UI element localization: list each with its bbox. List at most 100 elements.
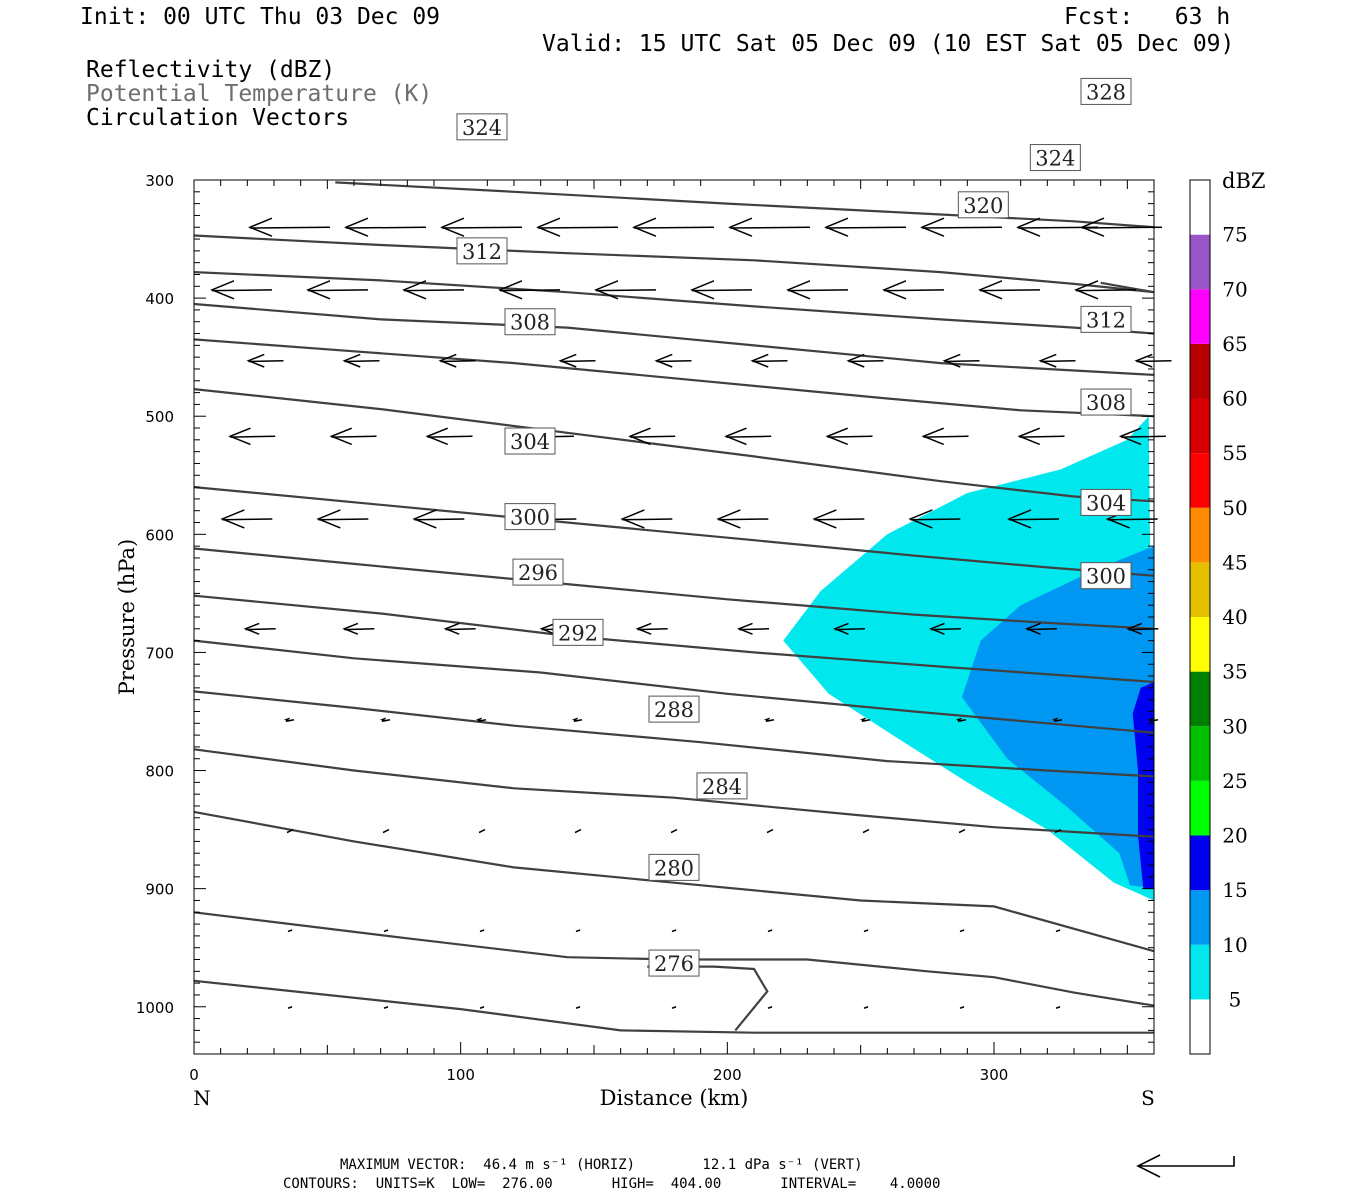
circulation-vector [287, 1006, 293, 1009]
circulation-vector [690, 280, 753, 300]
circulation-vector [342, 622, 375, 635]
vector-head [228, 427, 251, 446]
circulation-vector [316, 509, 369, 529]
vector-shaft [307, 289, 369, 292]
vector-shaft [979, 289, 1041, 292]
circulation-vector [635, 622, 668, 635]
x-tick-label: 100 [446, 1066, 475, 1084]
circulation-vector [750, 353, 788, 368]
vector-head [724, 427, 747, 446]
colorbar-segment [1190, 180, 1210, 235]
circulation-vector [1024, 622, 1058, 635]
vector-shaft [921, 226, 1003, 229]
circulation-vector [443, 622, 476, 635]
vector-shaft [427, 435, 473, 438]
vector-shaft [863, 929, 869, 933]
colorbar-segment [1190, 234, 1210, 290]
vector-shaft [1055, 929, 1061, 933]
colorbar-title: dBZ [1222, 169, 1265, 193]
y-tick-label: 300 [145, 172, 174, 190]
isentrope-label-276: 276 [654, 952, 694, 976]
isentrope-316k [193, 302, 1155, 376]
vector-shaft [230, 435, 276, 438]
y-tick-label: 600 [145, 526, 174, 544]
isentrope-label-296: 296 [518, 561, 558, 585]
isentrope-276k [193, 979, 1154, 1034]
vector-shaft [863, 1006, 869, 1009]
vector-head [846, 353, 865, 368]
colorbar-segment [1190, 726, 1210, 781]
circulation-vector [846, 353, 884, 368]
vector-head [1024, 622, 1041, 635]
circulation-vector [246, 353, 284, 368]
vector-shaft [814, 518, 865, 521]
y-tick-label: 400 [145, 290, 174, 308]
vector-head [736, 622, 753, 635]
isentrope-label-box-296 [512, 558, 564, 586]
vector-head [1038, 353, 1057, 368]
isentrope-328k [335, 181, 1155, 229]
vector-shaft [478, 828, 486, 834]
circulation-vector [379, 717, 391, 722]
x-axis-right-end: S [1141, 1086, 1155, 1110]
y-tick-label: 800 [145, 763, 174, 781]
vector-head [425, 427, 449, 446]
vector-head [620, 509, 645, 529]
vector-shaft [738, 628, 770, 631]
vector-shaft [479, 1006, 485, 1009]
circulation-vector [724, 427, 772, 446]
vector-shaft [249, 226, 331, 229]
circulation-vector [1118, 427, 1166, 446]
isentrope-label-box-312 [456, 237, 508, 265]
vector-shaft [574, 828, 582, 834]
vector-head [283, 717, 290, 722]
circulation-vector [1055, 1006, 1061, 1009]
circulation-vector [438, 353, 476, 368]
vector-head [750, 353, 769, 368]
vector-head [635, 622, 652, 635]
vector-shaft [637, 628, 668, 631]
vector-shaft [344, 359, 380, 363]
vector-shaft [222, 518, 273, 521]
vector-shaft [944, 359, 980, 363]
vector-shaft [445, 628, 476, 631]
circulation-vector [654, 353, 692, 368]
isentrope-label-304: 304 [1086, 491, 1126, 515]
vector-head [342, 622, 359, 635]
x-tick-label: 200 [713, 1066, 742, 1084]
circulation-vector [620, 509, 673, 529]
vector-shaft [862, 828, 870, 834]
circulation-vector [1055, 929, 1061, 933]
isentrope-label-328: 328 [1086, 80, 1126, 104]
isentropes [193, 181, 1155, 1034]
vector-shaft [883, 289, 945, 292]
circulation-vector [859, 717, 871, 722]
vector-head [1016, 217, 1041, 237]
vector-shaft [848, 359, 884, 363]
circulation-vector [958, 828, 966, 834]
isentrope-label-box-300 [1080, 562, 1132, 590]
vector-head [571, 717, 578, 722]
colorbar-segment [1190, 398, 1210, 454]
isentrope-label-300: 300 [510, 506, 550, 530]
circulation-vector [632, 217, 715, 237]
vector-head [882, 280, 907, 300]
circulation-vector [1038, 353, 1076, 368]
vector-head [628, 427, 651, 446]
isentrope-label-308: 308 [510, 311, 550, 335]
vector-shaft [834, 628, 866, 631]
circulation-vector [928, 622, 962, 635]
vector-head [342, 353, 361, 368]
isentrope-label-300: 300 [1086, 565, 1126, 589]
circulation-vector [558, 353, 596, 368]
forecast-hour: Fcst: 63 h [1064, 4, 1231, 30]
vector-head [824, 217, 849, 237]
vector-head [1074, 280, 1099, 300]
circulation-vector [959, 929, 965, 933]
isentrope-label-box-308 [504, 308, 556, 336]
vector-head [920, 217, 945, 237]
vector-head [248, 217, 273, 237]
vector-shaft [1026, 628, 1058, 631]
y-tick-label: 700 [145, 644, 174, 662]
circulation-vector [716, 509, 769, 529]
